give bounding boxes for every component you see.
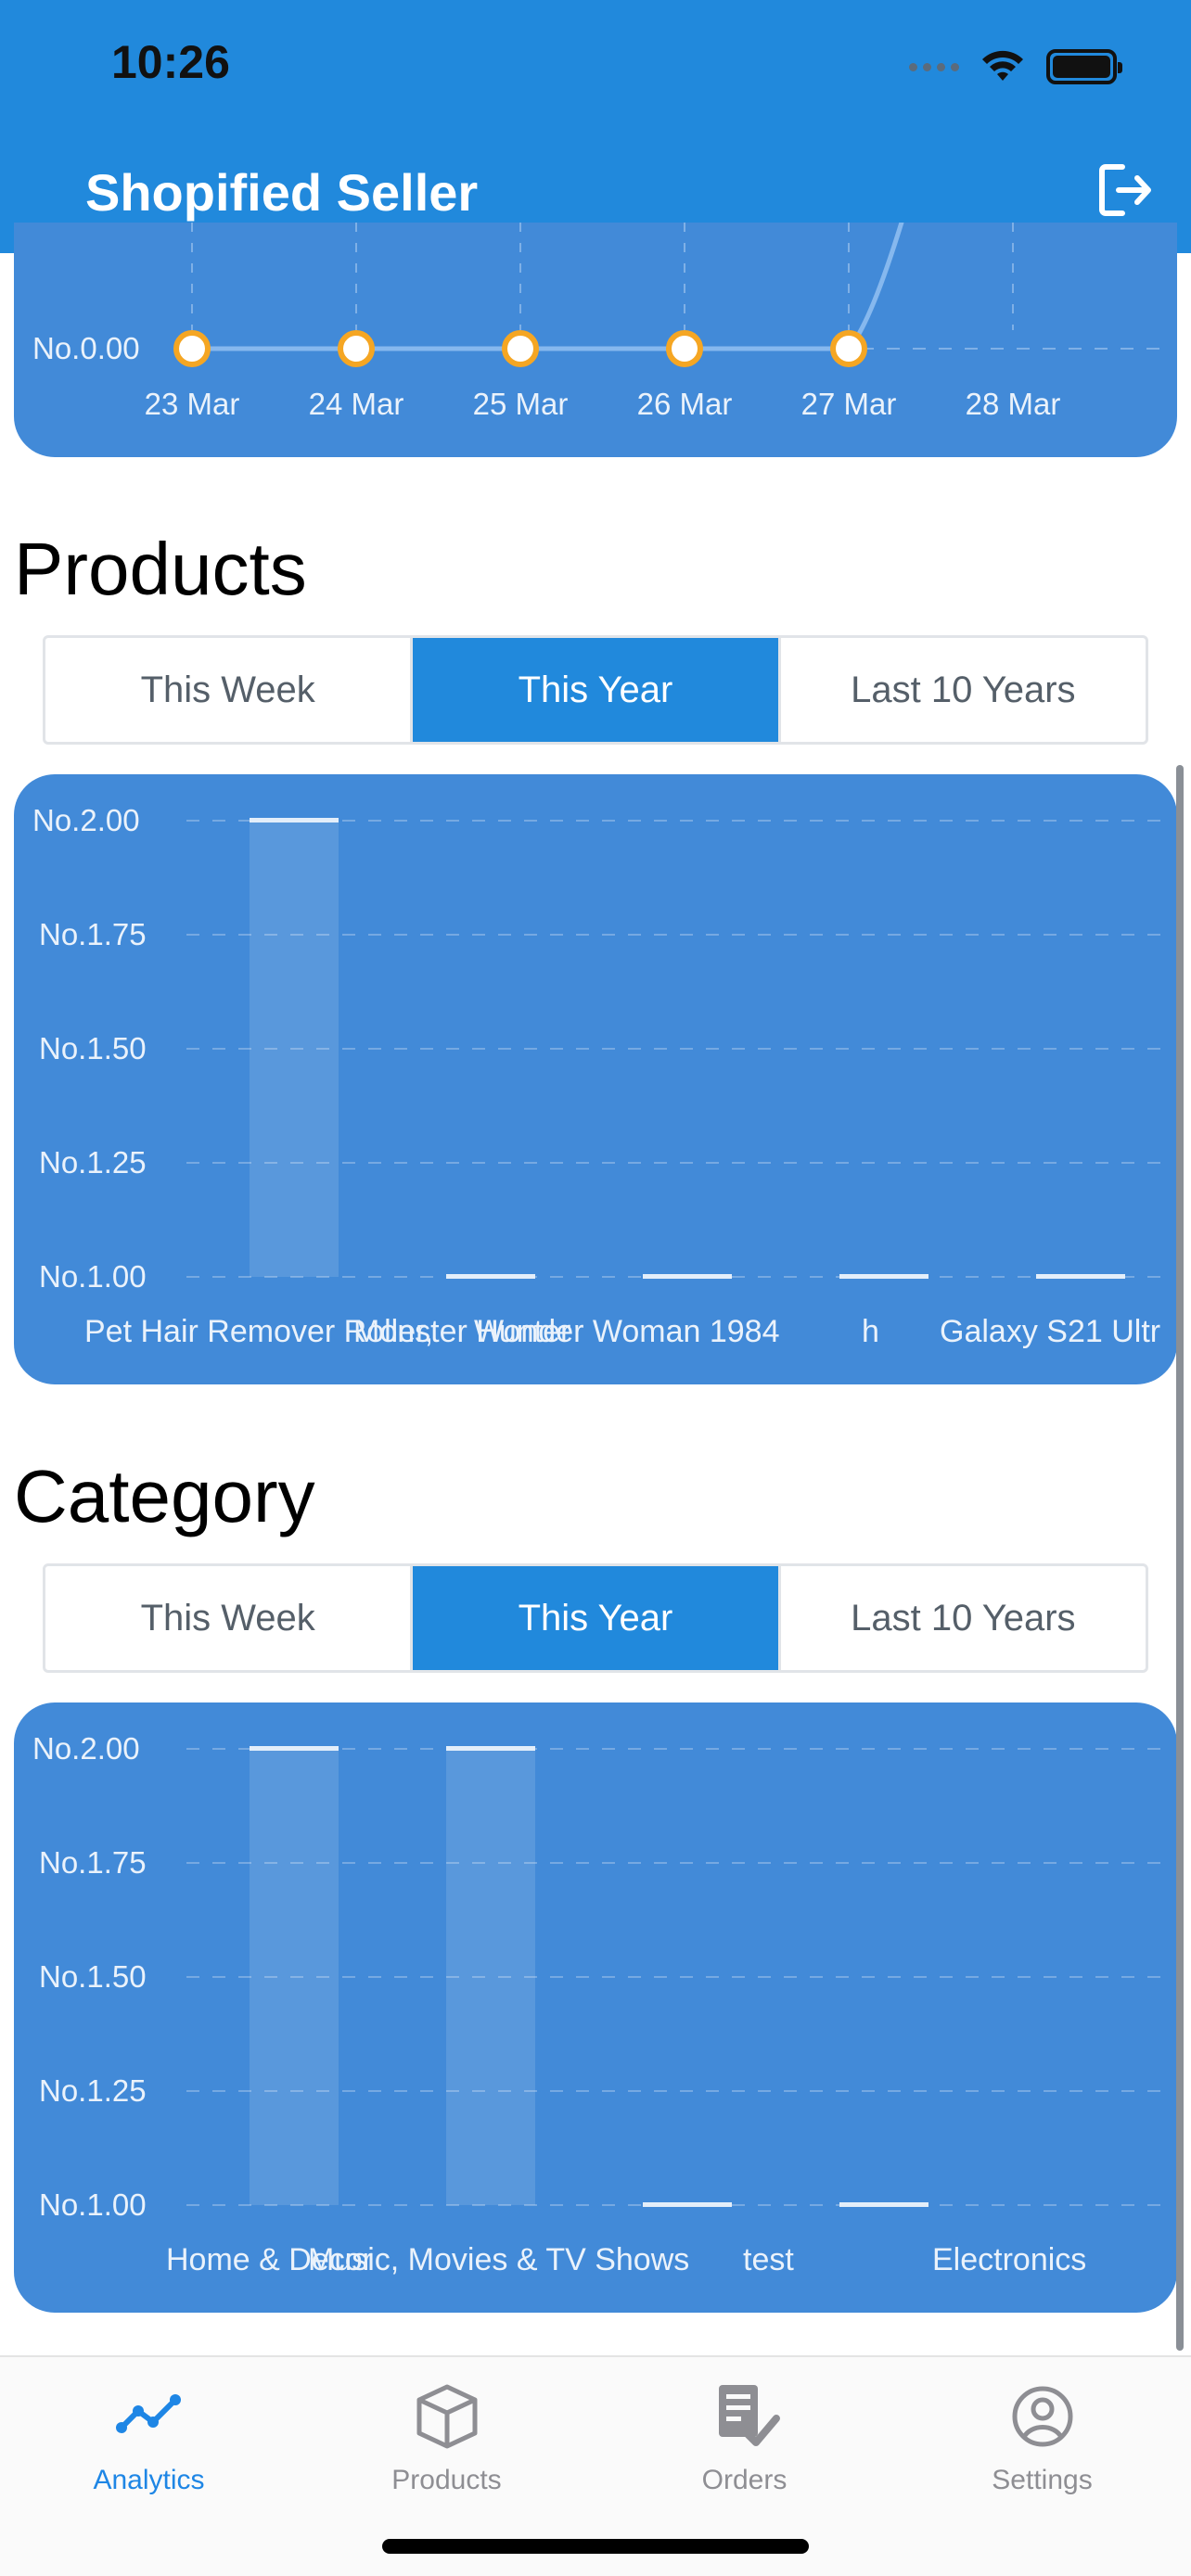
data-point[interactable] [830, 330, 867, 367]
bar-cap [250, 1746, 339, 1751]
category-period-selector: This Week This Year Last 10 Years [43, 1563, 1148, 1673]
y-tick-label: No.2.00 [32, 1731, 140, 1766]
bar-cap [1036, 1274, 1125, 1279]
bar-cap [839, 1274, 928, 1279]
battery-icon [1046, 49, 1122, 84]
category-bar-chart: No.2.00 No.1.75 No.1.50 No.1.25 No.1.00 Home … [32, 1731, 1164, 2277]
category-segment-this-year[interactable]: This Year [413, 1566, 781, 1670]
x-category-label: Music, Movies & TV Shows [308, 2242, 689, 2277]
x-category-label: Monster Hunter [353, 1314, 570, 1349]
data-point[interactable] [173, 330, 211, 367]
logout-icon[interactable] [1095, 159, 1156, 221]
tab-label: Settings [992, 2465, 1093, 2495]
tab-label: Analytics [93, 2465, 205, 2495]
cellular-signal-icon [909, 62, 959, 71]
y-tick-label: No.1.75 [39, 917, 147, 951]
products-segment-this-year[interactable]: This Year [413, 638, 781, 742]
x-tick-label: 25 Mar [473, 387, 569, 421]
y-tick-label: No.1.50 [39, 1959, 147, 1994]
home-indicator [382, 2539, 809, 2554]
products-chart-card: No.2.00 No.1.75 No.1.50 No.1.25 No.1.00 Pet H… [14, 774, 1177, 1384]
bar-cap [250, 818, 339, 823]
user-circle-icon [1012, 2386, 1072, 2447]
wifi-icon [982, 50, 1023, 81]
x-tick-label: 26 Mar [637, 387, 733, 421]
x-tick-label: 23 Mar [145, 387, 240, 421]
x-category-label: Home & Decor [166, 2242, 373, 2277]
products-segment-last-10-years[interactable]: Last 10 Years [851, 669, 1076, 710]
scrollbar[interactable] [1176, 765, 1184, 2351]
y-tick-label: No.1.50 [39, 1031, 147, 1065]
y-tick-label: No.1.00 [39, 1259, 147, 1294]
tab-label: Products [391, 2465, 502, 2495]
data-point[interactable] [338, 330, 375, 367]
bar-cap [446, 1746, 535, 1751]
tab-label: Orders [701, 2465, 788, 2495]
sales-chart-card: No.0.00 23 Mar 24 Mar 25 Mar 26 Mar 27 Mar 28 … [14, 223, 1177, 457]
x-tick-label: 27 Mar [801, 387, 897, 421]
tab-products[interactable]: Products [298, 2357, 596, 2576]
category-segment-this-week[interactable]: This Week [45, 1566, 414, 1670]
x-tick-label: 24 Mar [309, 387, 404, 421]
x-category-label: Galaxy S21 Ultr [940, 1314, 1160, 1349]
tab-analytics[interactable]: Analytics [0, 2357, 298, 2576]
bar-cap [446, 1274, 535, 1279]
y-tick-label: No.1.25 [39, 2073, 147, 2108]
status-icons [909, 48, 1122, 85]
category-segment-last-10-years[interactable]: Last 10 Years [851, 1597, 1076, 1639]
y-tick-label: No.0.00 [32, 331, 140, 365]
products-section-title: Products [14, 528, 307, 610]
x-category-label: test [743, 2242, 794, 2277]
orders-icon [718, 2385, 780, 2446]
y-tick-label: No.2.00 [32, 803, 140, 837]
bar-cap [643, 1274, 732, 1279]
data-point[interactable] [666, 330, 703, 367]
products-segment-this-week[interactable]: This Week [45, 638, 414, 742]
tab-orders[interactable]: Orders [596, 2357, 893, 2576]
y-tick-label: No.1.25 [39, 1145, 147, 1180]
bar-cap [643, 2202, 732, 2207]
x-category-label: h [862, 1314, 879, 1349]
app-title: Shopified Seller [85, 163, 479, 222]
tab-settings[interactable]: Settings [893, 2357, 1191, 2576]
bar[interactable] [446, 1749, 535, 2205]
x-tick-label: 28 Mar [966, 387, 1061, 421]
status-time: 10:26 [111, 36, 230, 88]
analytics-icon [115, 2394, 181, 2433]
y-tick-label: No.1.75 [39, 1845, 147, 1880]
box-icon [416, 2384, 477, 2449]
x-category-label: Electronics [932, 2242, 1086, 2277]
bar-cap [839, 2202, 928, 2207]
products-period-selector: This Week This Year Last 10 Years [43, 635, 1148, 745]
y-tick-label: No.1.00 [39, 2187, 147, 2222]
products-bar-chart: No.2.00 No.1.75 No.1.50 No.1.25 No.1.00 Pet H… [32, 803, 1164, 1349]
category-chart-card: No.2.00 No.1.75 No.1.50 No.1.25 No.1.00 Home … [14, 1702, 1177, 2313]
sales-series-line [192, 223, 904, 351]
data-point[interactable] [502, 330, 539, 367]
category-section-title: Category [14, 1455, 315, 1537]
x-category-label: Pet Hair Remover Roller, [84, 1314, 433, 1349]
bar[interactable] [250, 1749, 339, 2205]
bar[interactable] [250, 821, 339, 1277]
x-category-label: Wonder Woman 1984 [474, 1314, 780, 1349]
app-header: 10:26 Shopified Seller [0, 0, 1191, 253]
